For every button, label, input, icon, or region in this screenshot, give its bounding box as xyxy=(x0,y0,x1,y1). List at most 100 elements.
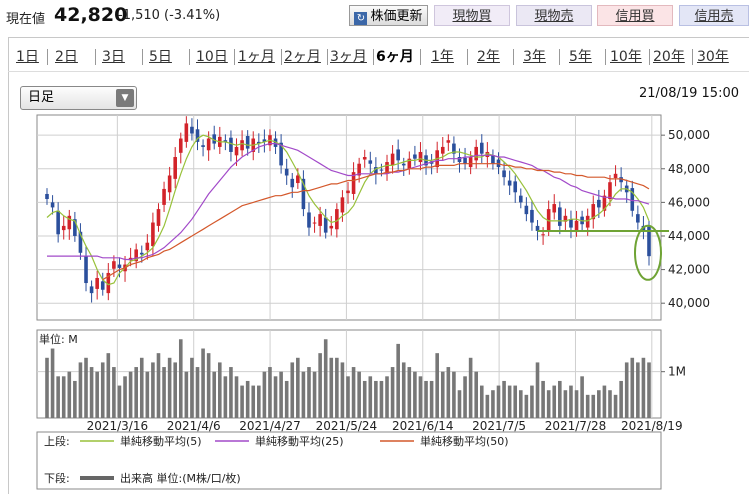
candle-body xyxy=(636,214,640,223)
tab-3y[interactable]: 3年 xyxy=(523,49,546,65)
margin-sell-button[interactable]: 信用売 xyxy=(679,5,749,26)
volume-bar xyxy=(284,380,289,418)
volume-bar xyxy=(173,362,178,418)
volume-bar xyxy=(84,357,88,418)
candle-body xyxy=(446,140,451,143)
tab-2d[interactable]: 2日 xyxy=(55,49,78,65)
volume-bar xyxy=(636,362,640,418)
volume-bar xyxy=(245,380,250,418)
candle-body xyxy=(45,193,49,200)
volume-bar xyxy=(379,380,384,418)
tab-30y[interactable]: 30年 xyxy=(697,49,729,65)
candle-body xyxy=(50,202,55,208)
volume-bar xyxy=(56,376,60,418)
header-bar: 現在値 42,820 -1,510 (-3.41%) ↻ 株価更新 現物買 現物売… xyxy=(0,0,749,34)
candle-body xyxy=(647,226,651,257)
volume-bar xyxy=(234,376,239,418)
volume-bar xyxy=(591,394,596,418)
candle-body xyxy=(535,225,540,231)
spot-buy-button[interactable]: 現物買 xyxy=(434,5,510,26)
candle-body xyxy=(385,162,389,174)
candle-body xyxy=(552,204,557,213)
volume-bar xyxy=(67,371,72,418)
tab-20y[interactable]: 20年 xyxy=(653,49,685,65)
tab-1d[interactable]: 1日 xyxy=(16,49,39,65)
refresh-icon: ↻ xyxy=(354,12,368,25)
volume-bar xyxy=(167,357,172,418)
volume-bar xyxy=(117,385,122,418)
candle-body xyxy=(401,163,406,166)
tab-3d[interactable]: 3日 xyxy=(102,49,125,65)
tab-5d[interactable]: 5日 xyxy=(149,49,172,65)
candle-body xyxy=(134,249,138,262)
candle-body xyxy=(195,129,200,142)
margin-buy-button[interactable]: 信用買 xyxy=(597,5,673,26)
volume-bar xyxy=(418,376,423,418)
candle-body xyxy=(262,139,267,142)
candle-body xyxy=(474,146,479,161)
volume-bar xyxy=(463,376,467,418)
candle-body xyxy=(56,210,60,235)
candle-body xyxy=(346,190,350,194)
spot-sell-button[interactable]: 現物売 xyxy=(516,5,592,26)
candle-body xyxy=(507,180,512,186)
candle-body xyxy=(591,204,596,220)
volume-bar xyxy=(496,385,501,418)
candle-body xyxy=(273,138,278,147)
tab-2y[interactable]: 2年 xyxy=(477,49,500,65)
candle-body xyxy=(608,182,612,200)
candle-body xyxy=(335,209,339,230)
candle-body xyxy=(229,137,233,152)
candle-body xyxy=(167,175,172,193)
candle-body xyxy=(374,167,378,174)
candle-body xyxy=(284,168,289,176)
volume-bar xyxy=(558,380,562,418)
candle-body xyxy=(418,151,423,163)
volume-bar xyxy=(301,371,306,418)
tab-2m[interactable]: 2ヶ月 xyxy=(284,49,321,65)
legend-box xyxy=(36,431,662,490)
tab-10d[interactable]: 10日 xyxy=(196,49,228,65)
candle-body xyxy=(139,252,144,255)
volume-bar xyxy=(429,380,434,418)
price-tick-label: 44,000 xyxy=(668,229,710,243)
volume-bar xyxy=(296,357,300,418)
candle-body xyxy=(206,138,211,151)
volume-bar xyxy=(273,376,278,418)
refresh-price-button[interactable]: ↻ 株価更新 xyxy=(349,5,428,26)
volume-bar xyxy=(518,390,523,418)
tab-1m[interactable]: 1ヶ月 xyxy=(238,49,275,65)
tab-10y[interactable]: 10年 xyxy=(610,49,642,65)
x-tick-label: 2021/7/28 xyxy=(545,419,607,433)
candle-body xyxy=(468,157,473,168)
volume-bar xyxy=(151,362,155,418)
price-tick-label: 40,000 xyxy=(668,296,710,310)
candle-body xyxy=(329,225,334,229)
volume-bar xyxy=(201,348,205,418)
volume-bar xyxy=(474,371,479,418)
candle-body xyxy=(156,209,161,226)
volume-bar xyxy=(602,385,607,418)
volume-bar xyxy=(357,371,361,418)
tab-3m[interactable]: 3ヶ月 xyxy=(330,49,367,65)
volume-bar xyxy=(485,394,490,418)
tab-6m[interactable]: 6ヶ月 xyxy=(376,49,414,65)
candle-body xyxy=(312,222,317,224)
volume-bar xyxy=(524,394,529,418)
x-tick-label: 2021/8/19 xyxy=(621,419,683,433)
tab-1y[interactable]: 1年 xyxy=(431,49,454,65)
tab-5y[interactable]: 5年 xyxy=(569,49,592,65)
volume-bar xyxy=(340,362,345,418)
candle-body xyxy=(351,172,356,194)
candle-body xyxy=(89,286,94,294)
volume-bar xyxy=(268,367,272,418)
volume-bar xyxy=(597,390,601,418)
price-panel xyxy=(36,114,662,321)
candle-body xyxy=(407,158,412,169)
candle-body xyxy=(318,214,322,226)
volume-bar xyxy=(513,385,518,418)
price-value: 42,820 xyxy=(54,4,128,26)
volume-bar xyxy=(374,380,378,418)
chart-type-select[interactable]: 日足 ▼ xyxy=(20,86,137,110)
